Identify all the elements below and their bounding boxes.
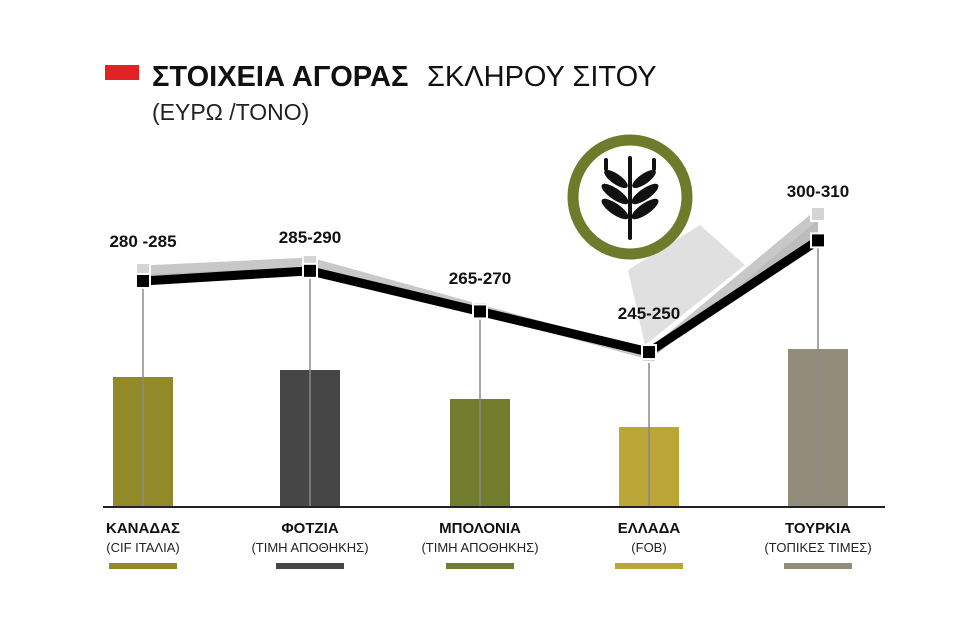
color-key-4 <box>615 563 683 569</box>
category-label-3: ΜΠΟΛΟΝΙΑ <box>439 520 521 537</box>
labels-layer: 280 -285 285-290 265-270 245-250 300-310 <box>109 182 849 323</box>
axis-layer: ΚΑΝΑΔΑΣ (CIF ΙΤΑΛΙΑ) ΦΟΤΖΙΑ (ΤΙΜΗ ΑΠΟΘΗΚΗΣ)… <box>106 520 872 569</box>
category-label-4: ΕΛΛΑΔΑ <box>618 520 681 537</box>
range-label-2: 285-290 <box>279 228 341 247</box>
stems-layer <box>142 240 819 507</box>
category-note-4: (FOB) <box>631 540 666 555</box>
emblem-shadow <box>628 225 745 345</box>
point-low-4 <box>641 344 657 361</box>
color-key-1 <box>109 563 177 569</box>
category-note-1: (CIF ΙΤΑΛΙΑ) <box>106 540 179 555</box>
point-low-5 <box>810 232 826 249</box>
title-bold: ΣΤΟΙΧΕΙΑ ΑΓΟΡΑΣ <box>152 61 408 93</box>
range-label-5: 300-310 <box>787 182 849 201</box>
color-key-3 <box>446 563 514 569</box>
range-label-4: 245-250 <box>618 304 680 323</box>
category-label-5: ΤΟΥΡΚΙΑ <box>785 520 851 537</box>
markers-layer <box>135 206 826 363</box>
title-marker <box>105 65 139 80</box>
range-label-1: 280 -285 <box>109 232 176 251</box>
category-note-2: (ΤΙΜΗ ΑΠΟΘΗΚΗΣ) <box>251 540 368 555</box>
category-note-3: (ΤΙΜΗ ΑΠΟΘΗΚΗΣ) <box>421 540 538 555</box>
title-light: ΣΚΛΗΡΟΥ ΣΙΤΟΥ <box>427 61 657 93</box>
point-low-1 <box>135 273 151 289</box>
color-key-2 <box>276 563 344 569</box>
category-note-5: (ΤΟΠΙΚΕΣ ΤΙΜΕΣ) <box>764 540 871 555</box>
color-key-5 <box>784 563 852 569</box>
category-label-2: ΦΟΤΖΙΑ <box>281 520 338 537</box>
category-label-1: ΚΑΝΑΔΑΣ <box>106 520 180 537</box>
point-low-3 <box>472 303 488 320</box>
subtitle: (ΕΥΡΩ /ΤΟΝΟ) <box>152 99 309 125</box>
point-low-2 <box>302 262 318 279</box>
point-high-5 <box>810 206 826 222</box>
range-label-3: 265-270 <box>449 269 511 288</box>
wheat-icon <box>601 156 659 240</box>
